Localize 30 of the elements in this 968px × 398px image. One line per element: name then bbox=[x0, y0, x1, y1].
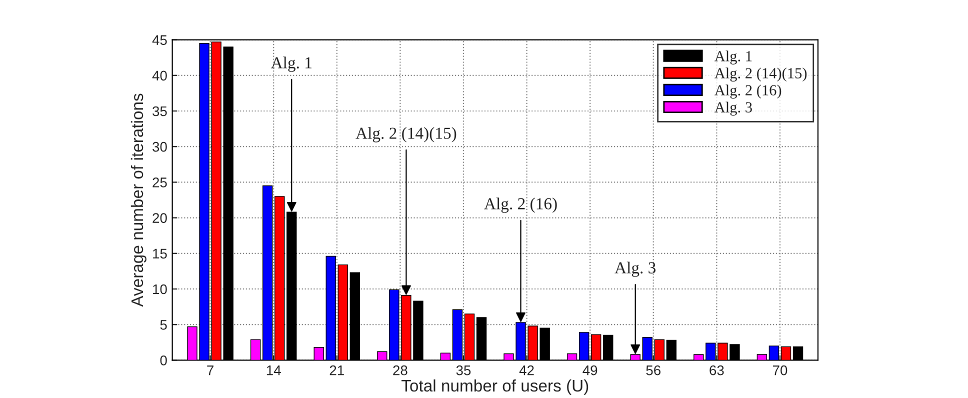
legend-label: Alg. 1 bbox=[714, 50, 752, 64]
y-tick-label: 5 bbox=[160, 320, 167, 330]
x-tick-label: 49 bbox=[582, 365, 598, 376]
x-tick-label: 56 bbox=[646, 365, 660, 376]
x-tick-label: 14 bbox=[266, 366, 281, 376]
legend-label: Alg. 2 (16) bbox=[714, 84, 782, 99]
y-tick-label: 15 bbox=[153, 248, 167, 259]
legend-label: Alg. 3 bbox=[714, 102, 752, 116]
y-tick-label: 30 bbox=[152, 142, 167, 152]
x-tick-label: 28 bbox=[393, 365, 408, 376]
x-axis-title: Total number of users (U) bbox=[402, 379, 588, 395]
x-tick-label: 63 bbox=[710, 365, 724, 376]
x-tick-label: 35 bbox=[456, 365, 471, 376]
annotation: Alg. 3 bbox=[614, 262, 656, 277]
y-tick-label: 25 bbox=[152, 178, 167, 188]
y-tick-label: 45 bbox=[152, 35, 167, 45]
x-tick-label: 21 bbox=[330, 365, 344, 376]
x-tick-label: 42 bbox=[519, 365, 534, 376]
y-tick-label: 20 bbox=[152, 213, 167, 223]
annotation: Alg. 2 (16) bbox=[484, 198, 557, 213]
x-tick-label: 70 bbox=[772, 365, 788, 376]
y-axis-title: Average number of iterations bbox=[130, 94, 146, 307]
y-tick-label: 0 bbox=[160, 356, 167, 366]
y-tick-label: 35 bbox=[152, 106, 167, 116]
y-tick-label: 40 bbox=[152, 70, 167, 81]
legend-label: Alg. 2 (14)(15) bbox=[714, 68, 807, 82]
x-tick-label: 7 bbox=[207, 366, 214, 376]
annotation: Alg. 2 (14)(15) bbox=[356, 127, 456, 142]
y-tick-label: 10 bbox=[153, 284, 167, 294]
annotation: Alg. 1 bbox=[270, 56, 312, 72]
